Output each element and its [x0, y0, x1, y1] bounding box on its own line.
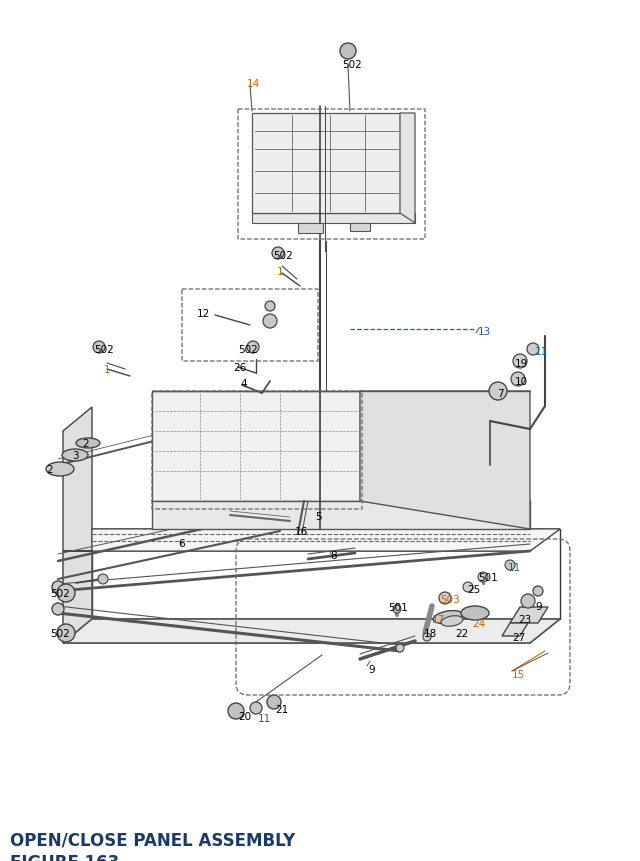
Polygon shape — [63, 407, 92, 643]
Text: 16: 16 — [295, 526, 308, 536]
Polygon shape — [63, 530, 560, 551]
Text: 2: 2 — [82, 438, 88, 449]
Text: 503: 503 — [440, 594, 460, 604]
Text: 27: 27 — [512, 632, 525, 642]
Text: 11: 11 — [508, 562, 521, 573]
Ellipse shape — [46, 462, 74, 476]
Circle shape — [57, 624, 75, 642]
Circle shape — [98, 574, 108, 585]
Circle shape — [52, 581, 64, 593]
Circle shape — [265, 301, 275, 312]
Text: 1: 1 — [104, 364, 111, 375]
Text: 19: 19 — [515, 358, 528, 369]
Text: 11: 11 — [258, 713, 271, 723]
Text: 26: 26 — [233, 362, 246, 373]
Circle shape — [527, 344, 539, 356]
Circle shape — [478, 573, 488, 582]
Text: 501: 501 — [478, 573, 498, 582]
Circle shape — [439, 592, 451, 604]
Text: 502: 502 — [94, 344, 114, 355]
Ellipse shape — [433, 610, 463, 623]
Text: 9: 9 — [535, 601, 541, 611]
Text: OPEN/CLOSE PANEL ASSEMBLY: OPEN/CLOSE PANEL ASSEMBLY — [10, 831, 295, 849]
Text: 24: 24 — [472, 618, 485, 629]
Circle shape — [511, 373, 525, 387]
Text: 9: 9 — [368, 664, 374, 674]
Ellipse shape — [461, 606, 489, 620]
Circle shape — [533, 586, 543, 597]
Polygon shape — [502, 623, 528, 636]
Circle shape — [505, 561, 515, 570]
Text: 502: 502 — [50, 588, 70, 598]
Text: 2: 2 — [46, 464, 52, 474]
Text: 8: 8 — [330, 550, 337, 561]
Circle shape — [267, 695, 281, 709]
Text: 7: 7 — [497, 388, 504, 399]
Polygon shape — [63, 551, 92, 619]
Text: 22: 22 — [455, 629, 468, 638]
Circle shape — [393, 605, 401, 613]
Text: 13: 13 — [478, 326, 492, 337]
Bar — [350, 224, 370, 232]
Ellipse shape — [76, 438, 100, 449]
Text: 502: 502 — [342, 60, 362, 70]
Polygon shape — [252, 114, 400, 214]
Text: 1: 1 — [277, 267, 284, 276]
Text: FIGURE 163: FIGURE 163 — [10, 853, 119, 861]
Polygon shape — [400, 114, 415, 224]
Text: 502: 502 — [50, 629, 70, 638]
Circle shape — [93, 342, 105, 354]
Text: 4: 4 — [240, 379, 246, 388]
Polygon shape — [152, 392, 360, 501]
Polygon shape — [510, 607, 548, 623]
Text: 12: 12 — [197, 308, 211, 319]
Text: 5: 5 — [315, 511, 322, 522]
Text: 14: 14 — [247, 79, 260, 89]
Text: 18: 18 — [424, 629, 437, 638]
Text: 11: 11 — [535, 347, 548, 356]
Circle shape — [489, 382, 507, 400]
Ellipse shape — [62, 449, 88, 461]
Circle shape — [340, 44, 356, 60]
Circle shape — [57, 585, 75, 603]
Text: 21: 21 — [275, 704, 288, 714]
Polygon shape — [252, 214, 415, 224]
Circle shape — [272, 248, 284, 260]
Polygon shape — [152, 501, 530, 530]
Text: 25: 25 — [467, 585, 480, 594]
Text: 501: 501 — [388, 603, 408, 612]
Polygon shape — [63, 619, 560, 643]
Text: 15: 15 — [512, 669, 525, 679]
Text: 23: 23 — [518, 614, 531, 624]
Text: 3: 3 — [72, 450, 79, 461]
Bar — [298, 224, 323, 233]
Circle shape — [396, 644, 404, 653]
Circle shape — [423, 633, 431, 641]
Ellipse shape — [441, 616, 463, 627]
Polygon shape — [63, 530, 560, 551]
Text: 502: 502 — [238, 344, 258, 355]
Polygon shape — [360, 392, 530, 530]
Text: 6: 6 — [178, 538, 184, 548]
Circle shape — [52, 604, 64, 616]
Circle shape — [247, 342, 259, 354]
Circle shape — [228, 703, 244, 719]
Text: 17: 17 — [432, 614, 445, 624]
Polygon shape — [63, 619, 560, 643]
Circle shape — [263, 314, 277, 329]
Text: 10: 10 — [515, 376, 528, 387]
Text: 502: 502 — [273, 251, 292, 261]
Circle shape — [250, 703, 262, 714]
Circle shape — [463, 582, 473, 592]
Text: 20: 20 — [238, 711, 251, 722]
Circle shape — [521, 594, 535, 608]
Circle shape — [513, 355, 527, 369]
